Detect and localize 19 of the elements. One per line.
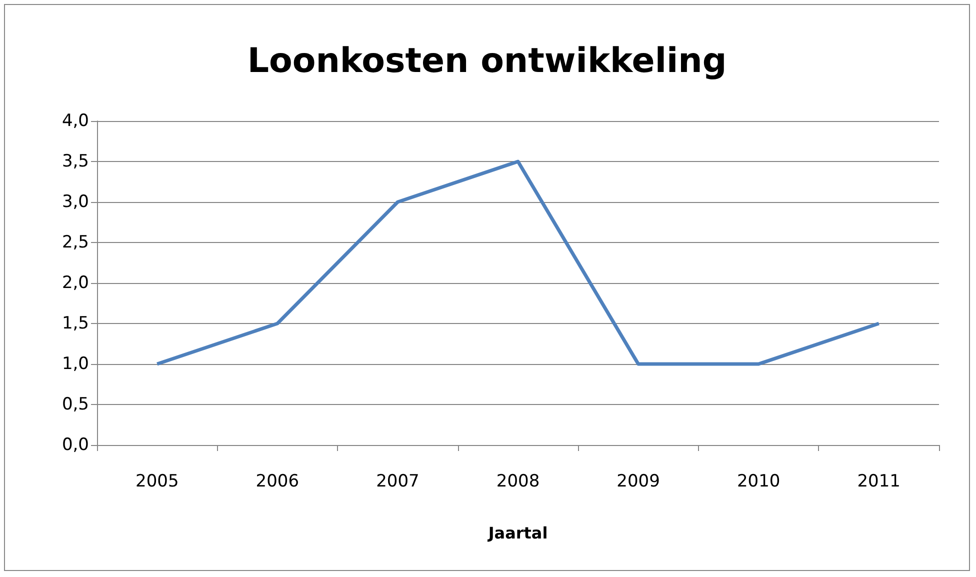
x-tick-label: 2011 — [857, 472, 900, 492]
chart-title: Loonkosten ontwikkeling — [247, 41, 727, 81]
x-tick-label: 2008 — [496, 472, 540, 492]
y-tick-label: 0,0 — [62, 435, 89, 455]
x-tick-label: 2006 — [256, 472, 300, 492]
y-tick-label: 0,5 — [62, 394, 89, 414]
y-tick-label: 3,0 — [62, 192, 89, 212]
y-tick-label: 1,5 — [62, 314, 89, 334]
x-tick-label: 2010 — [736, 472, 780, 492]
x-tick-label: 2005 — [136, 472, 179, 492]
y-tick-label: 1,0 — [62, 354, 89, 374]
y-tick-label: 3,5 — [62, 152, 89, 172]
x-tick-label: 2009 — [616, 472, 660, 492]
x-axis-title: Jaartal — [487, 524, 548, 542]
x-tick-label: 2007 — [376, 472, 420, 492]
y-tick-label: 2,0 — [62, 273, 89, 293]
line-series — [155, 160, 881, 366]
y-tick-label: 2,5 — [62, 232, 89, 252]
y-tick-label: 4,0 — [62, 111, 89, 131]
